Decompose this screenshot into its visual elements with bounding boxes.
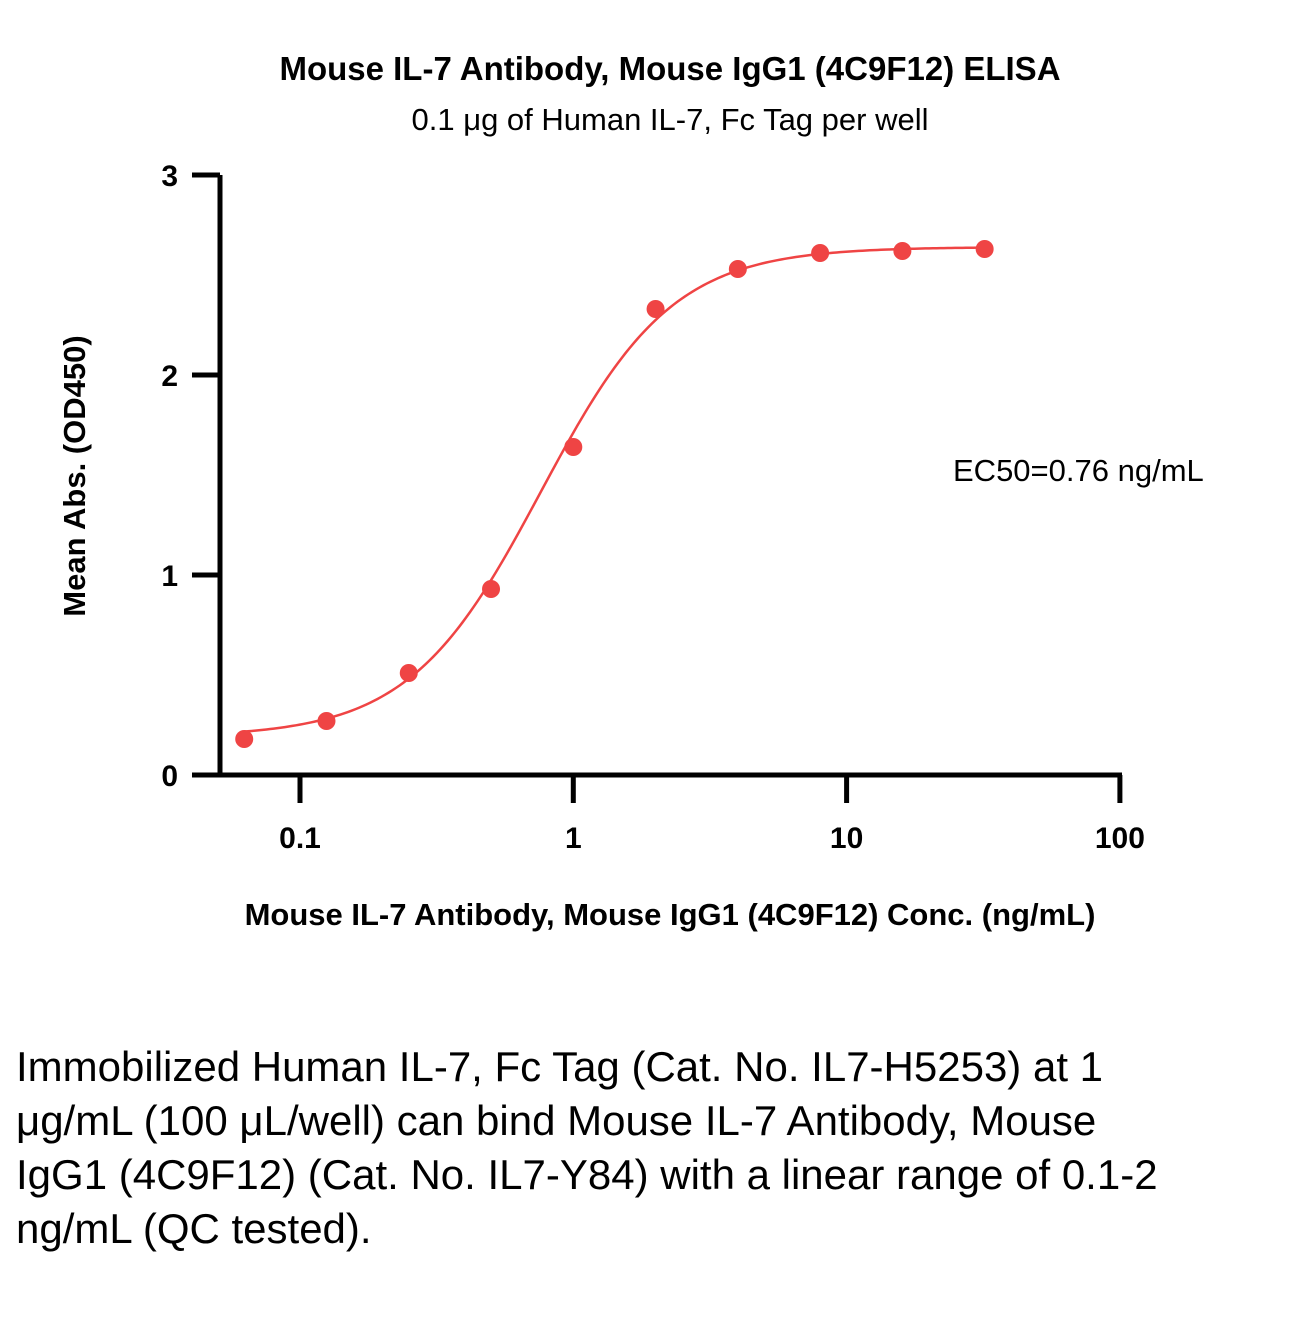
data-point: [975, 240, 994, 258]
y-tick-label: 3: [161, 160, 178, 193]
data-point: [728, 260, 747, 278]
y-tick-label: 0: [161, 760, 178, 793]
data-point: [482, 580, 501, 598]
data-point: [564, 438, 583, 456]
caption-text: Immobilized Human IL-7, Fc Tag (Cat. No.…: [16, 1043, 1158, 1252]
axes: [192, 175, 1122, 778]
x-tick-label: 100: [1095, 822, 1145, 855]
data-point: [399, 664, 418, 682]
data-point: [646, 300, 665, 318]
data-points: [235, 240, 994, 748]
x-axis-label: Mouse IL-7 Antibody, Mouse IgG1 (4C9F12)…: [245, 897, 1096, 932]
ec50-annotation: EC50=0.76 ng/mL: [953, 453, 1204, 488]
data-point: [811, 244, 830, 262]
x-tick-label: 0.1: [279, 822, 321, 855]
chart-subtitle: 0.1 μg of Human IL-7, Fc Tag per well: [412, 102, 929, 137]
y-tick-label: 1: [161, 560, 178, 593]
x-ticks: 0.1 1 10 100: [279, 775, 1145, 855]
y-axis-label: Mean Abs. (OD450): [57, 335, 92, 616]
y-ticks: 0 1 2 3: [161, 160, 220, 793]
data-point: [235, 730, 254, 748]
elisa-chart: Mouse IL-7 Antibody, Mouse IgG1 (4C9F12)…: [57, 50, 1204, 932]
data-point: [893, 242, 912, 260]
x-tick-label: 10: [830, 822, 863, 855]
fit-curve: [244, 246, 985, 733]
x-tick-label: 1: [565, 822, 582, 855]
data-point: [317, 712, 336, 730]
chart-title: Mouse IL-7 Antibody, Mouse IgG1 (4C9F12)…: [279, 50, 1060, 87]
y-tick-label: 2: [161, 360, 178, 393]
